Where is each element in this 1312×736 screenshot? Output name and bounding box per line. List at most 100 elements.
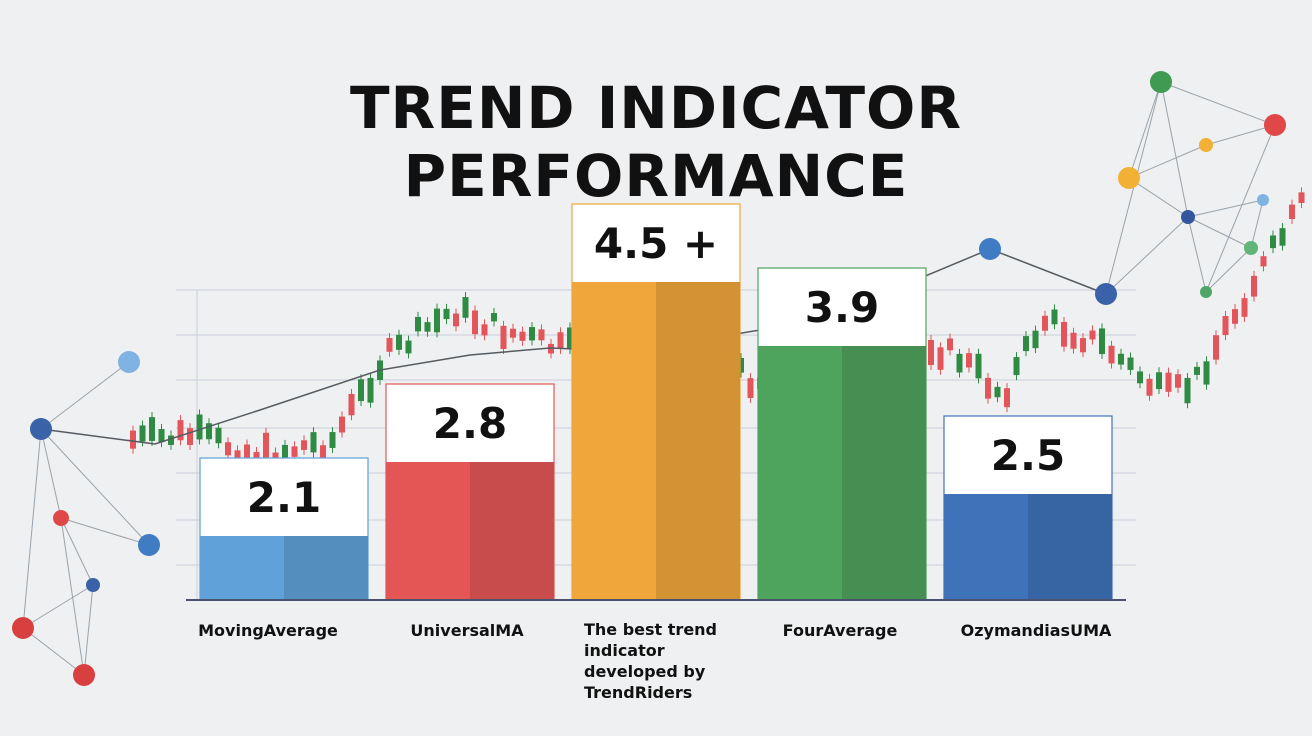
candle-body [434, 308, 440, 333]
bar-shade [842, 346, 926, 600]
network-edge [1128, 81, 1162, 179]
candle-body [462, 297, 469, 318]
candle-body [747, 378, 754, 398]
candle-body [1165, 372, 1172, 392]
network-node [1257, 194, 1269, 206]
candle-body [396, 334, 402, 350]
bar-series: 2.1 2.8 4.5 + 3.9 2.5 [199, 203, 1113, 601]
candle-body [168, 435, 174, 445]
bar [200, 536, 284, 600]
data-label: 2.1 [247, 473, 321, 522]
candle-body [567, 327, 573, 350]
network-node [30, 418, 52, 440]
network-node [86, 578, 100, 592]
candle-body [1194, 366, 1200, 375]
candle-body [1175, 374, 1181, 388]
candle-body [453, 313, 459, 327]
network-edge [1250, 199, 1264, 249]
network-edge [1205, 124, 1276, 146]
data-label: 4.5 + [594, 219, 718, 268]
candle-body [196, 414, 203, 440]
candle-body [1023, 336, 1029, 352]
candle-body [947, 338, 953, 351]
candle-body [472, 310, 478, 335]
data-label: 2.8 [433, 399, 507, 448]
x-tick-label: OzymandiasUMA [960, 621, 1112, 640]
network-node [1118, 167, 1140, 189]
candle-body [1137, 371, 1143, 384]
candle-body [301, 440, 307, 450]
candle-body [206, 423, 212, 440]
candle-body [1156, 372, 1162, 390]
candle-body [215, 427, 222, 444]
candle-body [1061, 322, 1067, 347]
network-edge [1187, 216, 1207, 293]
candle-body [1241, 298, 1248, 317]
candle-body [320, 445, 326, 460]
candle-body [1213, 335, 1219, 360]
candle-body [1203, 361, 1210, 385]
candle-body [928, 339, 934, 366]
candle-body [1032, 330, 1039, 349]
x-tick-label: FourAverage [782, 621, 898, 640]
candle-body [1089, 330, 1096, 340]
network-edge [1160, 81, 1276, 126]
candle-body [510, 328, 516, 338]
bar [758, 346, 842, 600]
candle-body [405, 340, 412, 354]
candle-body [291, 446, 298, 457]
network-node [1244, 241, 1258, 255]
network-edge [40, 361, 130, 430]
candle-body [139, 425, 146, 442]
network-node [12, 617, 34, 639]
x-tick-label: UniversalMA [410, 621, 524, 640]
candle-body [158, 429, 165, 443]
network-edge [40, 428, 62, 519]
network-edge [1205, 247, 1252, 293]
candle-body [1184, 377, 1191, 404]
network-node [1199, 138, 1213, 152]
chart-title-line-2: PERFORMANCE [403, 142, 909, 210]
network-node [118, 351, 140, 373]
candle-body [994, 386, 1001, 398]
network-edge [1128, 177, 1189, 218]
bar [572, 282, 656, 600]
network-node [138, 534, 160, 556]
network-edge [22, 428, 42, 629]
candle-body [1099, 328, 1105, 355]
candle-body [491, 313, 497, 322]
candle-body [339, 416, 345, 433]
candle-body [937, 347, 944, 370]
candle-body [1042, 315, 1048, 331]
candle-body [1289, 204, 1295, 219]
network-edge [1187, 216, 1252, 249]
network-edge [1187, 199, 1264, 218]
candle-body [310, 432, 317, 453]
bar [944, 494, 1028, 600]
candle-body [529, 327, 535, 341]
candle-body [244, 444, 250, 459]
candle-body [1279, 228, 1286, 246]
candle-body [975, 353, 982, 379]
candle-body [1270, 235, 1276, 249]
bar-shade [284, 536, 368, 600]
candle-body [956, 353, 963, 373]
network-node [1181, 210, 1195, 224]
x-tick-label: MovingAverage [198, 621, 338, 640]
network-node [1150, 71, 1172, 93]
network-node [73, 664, 95, 686]
network-node [979, 238, 1001, 260]
bar-shade [1028, 494, 1112, 600]
candle-body [966, 353, 972, 368]
network-edge [22, 584, 94, 629]
network-node [1200, 286, 1212, 298]
bar-shade [470, 462, 554, 600]
candle-body [1232, 309, 1238, 324]
network-edge [1160, 81, 1189, 218]
data-label: 3.9 [805, 283, 879, 332]
candle-body [386, 337, 393, 352]
bar-shade [656, 282, 740, 600]
candle-body [443, 308, 450, 320]
chart-title-line-1: TREND INDICATOR [349, 74, 963, 142]
